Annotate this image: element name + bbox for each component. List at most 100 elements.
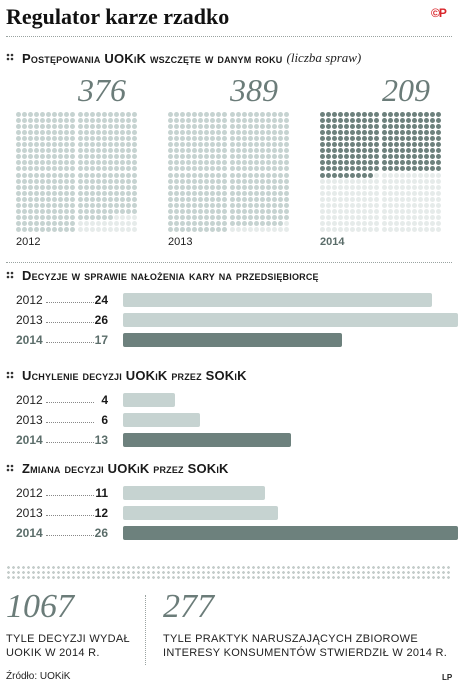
waffle-dot — [338, 191, 343, 196]
waffle-dot — [58, 221, 63, 226]
waffle-dot — [96, 227, 101, 232]
waffle-dot — [16, 185, 21, 190]
waffle-dot — [70, 221, 75, 226]
waffle-dot — [278, 197, 283, 202]
waffle-dot — [394, 209, 399, 214]
waffle-dot — [52, 124, 57, 129]
waffle-dot — [430, 148, 435, 153]
waffle-dot — [254, 209, 259, 214]
waffle-dot — [174, 148, 179, 153]
waffle-dot — [338, 209, 343, 214]
waffle-dot — [34, 130, 39, 135]
waffle-dot — [34, 197, 39, 202]
waffle-dot — [216, 185, 221, 190]
summary-text-line: INTERESY KONSUMENTÓW STWIERDZIŁ W 2014 R… — [163, 647, 448, 659]
waffle-dot — [436, 197, 441, 202]
waffle-dot — [132, 160, 137, 165]
waffle-dot — [96, 215, 101, 220]
waffle-dot — [382, 130, 387, 135]
waffle-dot — [350, 124, 355, 129]
waffle-dot — [338, 160, 343, 165]
waffle-dot — [198, 179, 203, 184]
waffle-dot — [332, 136, 337, 141]
waffle-dot — [272, 160, 277, 165]
waffle-dot — [22, 166, 27, 171]
waffle-dot — [338, 173, 343, 178]
waffle-dot — [266, 215, 271, 220]
waffle-dot — [168, 160, 173, 165]
waffle-dot — [52, 160, 57, 165]
waffle-dot — [168, 179, 173, 184]
waffle-dot — [84, 130, 89, 135]
waffle-dot — [168, 166, 173, 171]
waffle-dot — [344, 142, 349, 147]
waffle-dot — [278, 173, 283, 178]
waffle-dot — [46, 118, 51, 123]
waffle-dot — [216, 118, 221, 123]
waffle-dot — [406, 227, 411, 232]
waffle-dot — [248, 215, 253, 220]
waffle-dot — [108, 215, 113, 220]
waffle-dot — [204, 124, 209, 129]
waffle-dot — [52, 227, 57, 232]
waffle-dot — [64, 148, 69, 153]
waffle-dot — [96, 185, 101, 190]
waffle-dot — [242, 124, 247, 129]
waffle-dot — [168, 185, 173, 190]
waffle-dot — [108, 124, 113, 129]
waffle-dot — [210, 136, 215, 141]
waffle-dot — [374, 185, 379, 190]
waffle-dot — [52, 221, 57, 226]
waffle-dot — [356, 227, 361, 232]
waffle-dot — [192, 209, 197, 214]
waffle-dot — [412, 191, 417, 196]
bar-row-2012: 2012 4 — [16, 392, 108, 408]
waffle-dot — [406, 203, 411, 208]
waffle-dot — [326, 112, 331, 117]
waffle-dot — [46, 173, 51, 178]
waffle-dot — [424, 185, 429, 190]
waffle-dot — [394, 191, 399, 196]
waffle-dot — [248, 203, 253, 208]
waffle-dot — [320, 118, 325, 123]
waffle-dot — [338, 185, 343, 190]
waffle-dot — [374, 124, 379, 129]
waffle-dot — [204, 112, 209, 117]
waffle-dot — [46, 148, 51, 153]
waffle-dot — [64, 130, 69, 135]
waffle-block-2012-2 — [78, 112, 137, 171]
waffle-dot — [326, 209, 331, 214]
waffle-dot — [174, 221, 179, 226]
waffle-dot — [326, 197, 331, 202]
dot-strip — [6, 565, 452, 579]
waffle-dot — [266, 221, 271, 226]
waffle-dot — [418, 191, 423, 196]
waffle-dot — [254, 112, 259, 117]
waffle-dot — [400, 112, 405, 117]
waffle-dot — [186, 130, 191, 135]
waffle-dot — [222, 227, 227, 232]
waffle-dot — [204, 148, 209, 153]
waffle-dot — [216, 203, 221, 208]
waffle-dot — [362, 227, 367, 232]
waffle-dot — [368, 148, 373, 153]
waffle-dot — [406, 130, 411, 135]
waffle-dot — [126, 179, 131, 184]
waffle-dot — [120, 191, 125, 196]
waffle-dot — [382, 160, 387, 165]
waffle-dot — [102, 154, 107, 159]
waffle-dot — [248, 197, 253, 202]
waffle-dot — [248, 154, 253, 159]
waffle-dot — [192, 179, 197, 184]
waffle-dot — [78, 142, 83, 147]
waffle-dot — [204, 166, 209, 171]
waffle-dot — [96, 221, 101, 226]
waffle-dot — [260, 203, 265, 208]
waffle-dot — [400, 118, 405, 123]
waffle-dot — [418, 179, 423, 184]
waffle-dot — [28, 221, 33, 226]
waffle-dot — [58, 203, 63, 208]
waffle-dot — [406, 191, 411, 196]
waffle-dot — [374, 215, 379, 220]
bar-section-title: Uchylenie decyzji UOKiK przez SOKiK — [22, 368, 247, 383]
